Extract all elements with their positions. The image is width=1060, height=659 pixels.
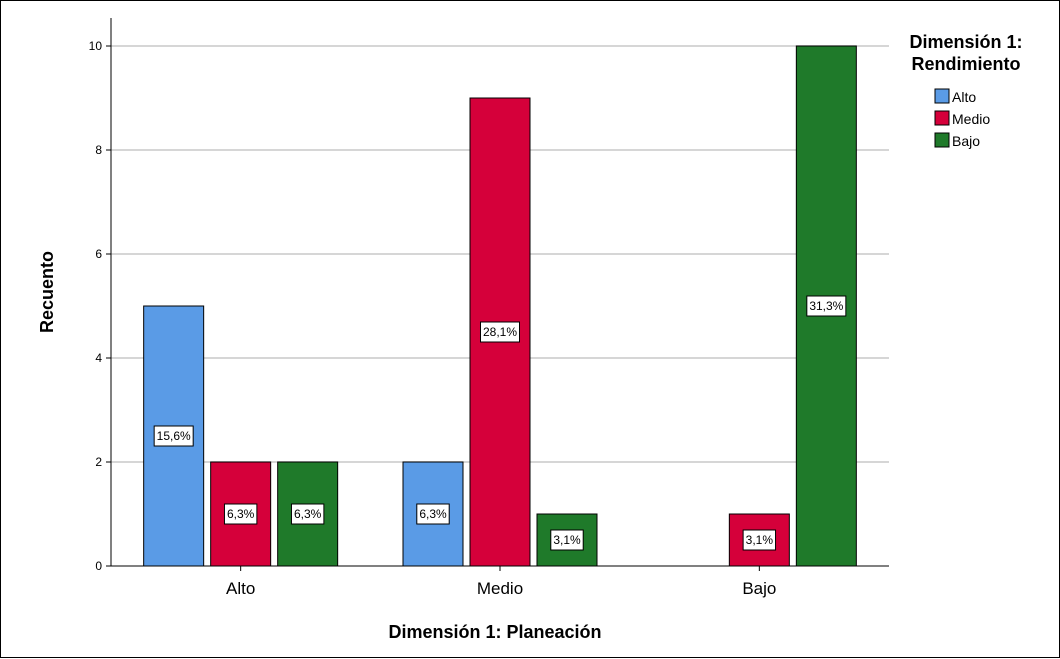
data-label: 15,6% bbox=[157, 429, 191, 443]
data-label: 3,1% bbox=[553, 533, 581, 547]
data-label: 6,3% bbox=[227, 507, 255, 521]
legend-title-line-2: Rendimiento bbox=[911, 54, 1020, 74]
bars-layer bbox=[144, 46, 857, 566]
data-label: 6,3% bbox=[294, 507, 322, 521]
x-axis-title: Dimensión 1: Planeación bbox=[388, 622, 601, 642]
x-tick-label: Medio bbox=[477, 579, 523, 598]
data-label: 3,1% bbox=[746, 533, 774, 547]
y-tick-label: 0 bbox=[95, 559, 102, 573]
legend-label-bajo: Bajo bbox=[952, 133, 980, 149]
y-tick-label: 2 bbox=[95, 455, 102, 469]
legend-label-medio: Medio bbox=[952, 111, 990, 127]
legend-label-alto: Alto bbox=[952, 89, 976, 105]
y-tick-label: 4 bbox=[95, 351, 102, 365]
data-label: 28,1% bbox=[483, 325, 517, 339]
y-tick-label: 10 bbox=[89, 39, 103, 53]
legend-swatch-medio bbox=[935, 111, 949, 125]
y-tick-label: 6 bbox=[95, 247, 102, 261]
legend-swatch-bajo bbox=[935, 133, 949, 147]
y-axis-title: Recuento bbox=[37, 251, 57, 333]
x-tick-label: Bajo bbox=[742, 579, 776, 598]
legend-items: Alto Medio Bajo bbox=[935, 89, 990, 149]
data-label: 6,3% bbox=[419, 507, 447, 521]
x-tick-label: Alto bbox=[226, 579, 255, 598]
legend: Dimensión 1: Rendimiento Alto Medio Bajo bbox=[909, 32, 1022, 149]
data-label: 31,3% bbox=[809, 299, 843, 313]
legend-swatch-alto bbox=[935, 89, 949, 103]
y-tick-label: 8 bbox=[95, 143, 102, 157]
legend-title-line-1: Dimensión 1: bbox=[909, 32, 1022, 52]
